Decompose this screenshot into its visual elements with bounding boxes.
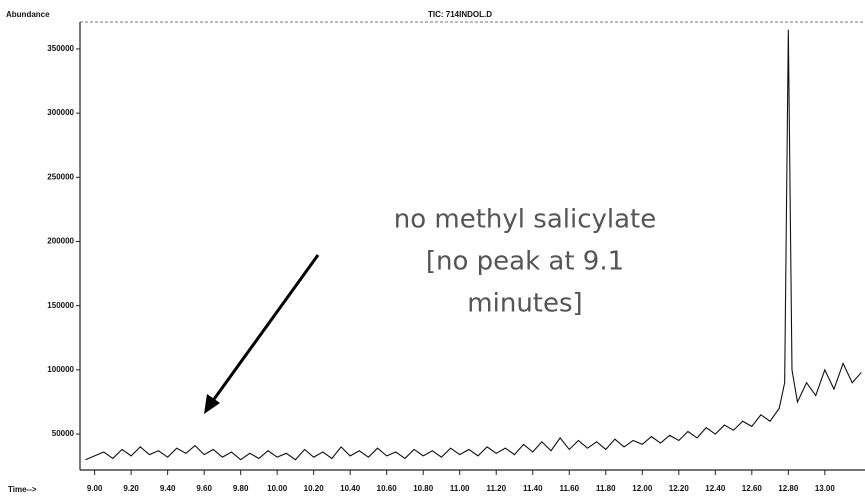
x-tick-label: 13.00 [815, 484, 836, 493]
x-tick-label: 12.00 [632, 484, 653, 493]
chart-title: TIC: 714INDOL.D [428, 10, 492, 19]
x-tick-label: 11.40 [523, 484, 543, 493]
x-tick-label: 12.20 [669, 484, 690, 493]
y-axis-label: Abundance [6, 10, 50, 19]
x-tick-label: 11.80 [596, 484, 616, 493]
x-tick-label: 9.00 [87, 484, 103, 493]
x-tick-label: 12.80 [778, 484, 799, 493]
x-tick-label: 10.60 [377, 484, 398, 493]
arrow-head [204, 394, 220, 414]
y-tick-label: 50000 [52, 429, 75, 438]
x-tick-label: 9.80 [233, 484, 249, 493]
y-tick-label: 300000 [47, 108, 74, 117]
x-tick-label: 10.40 [340, 484, 361, 493]
x-tick-label: 9.20 [123, 484, 139, 493]
y-tick-label: 350000 [47, 44, 74, 53]
annotation: [no peak at 9.1 [426, 247, 624, 277]
y-tick-label: 100000 [47, 365, 74, 374]
y-tick-label: 250000 [47, 172, 74, 181]
x-tick-label: 10.00 [267, 484, 288, 493]
x-tick-label: 10.20 [304, 484, 325, 493]
signal-trace [85, 29, 862, 461]
x-tick-label: 10.80 [413, 484, 434, 493]
x-tick-label: 9.60 [196, 484, 212, 493]
x-tick-label: 11.20 [486, 484, 506, 493]
y-tick-label: 200000 [47, 237, 74, 246]
annotation: no methyl salicylate [394, 205, 656, 235]
x-tick-label: 11.00 [450, 484, 470, 493]
y-tick-label: 150000 [47, 301, 74, 310]
x-axis-label: Time--> [8, 485, 37, 494]
arrow-shaft [210, 254, 320, 403]
x-tick-label: 9.40 [160, 484, 176, 493]
x-tick-label: 12.40 [705, 484, 726, 493]
annotation: minutes] [467, 289, 582, 319]
x-tick-label: 11.60 [559, 484, 579, 493]
x-tick-label: 12.60 [742, 484, 763, 493]
